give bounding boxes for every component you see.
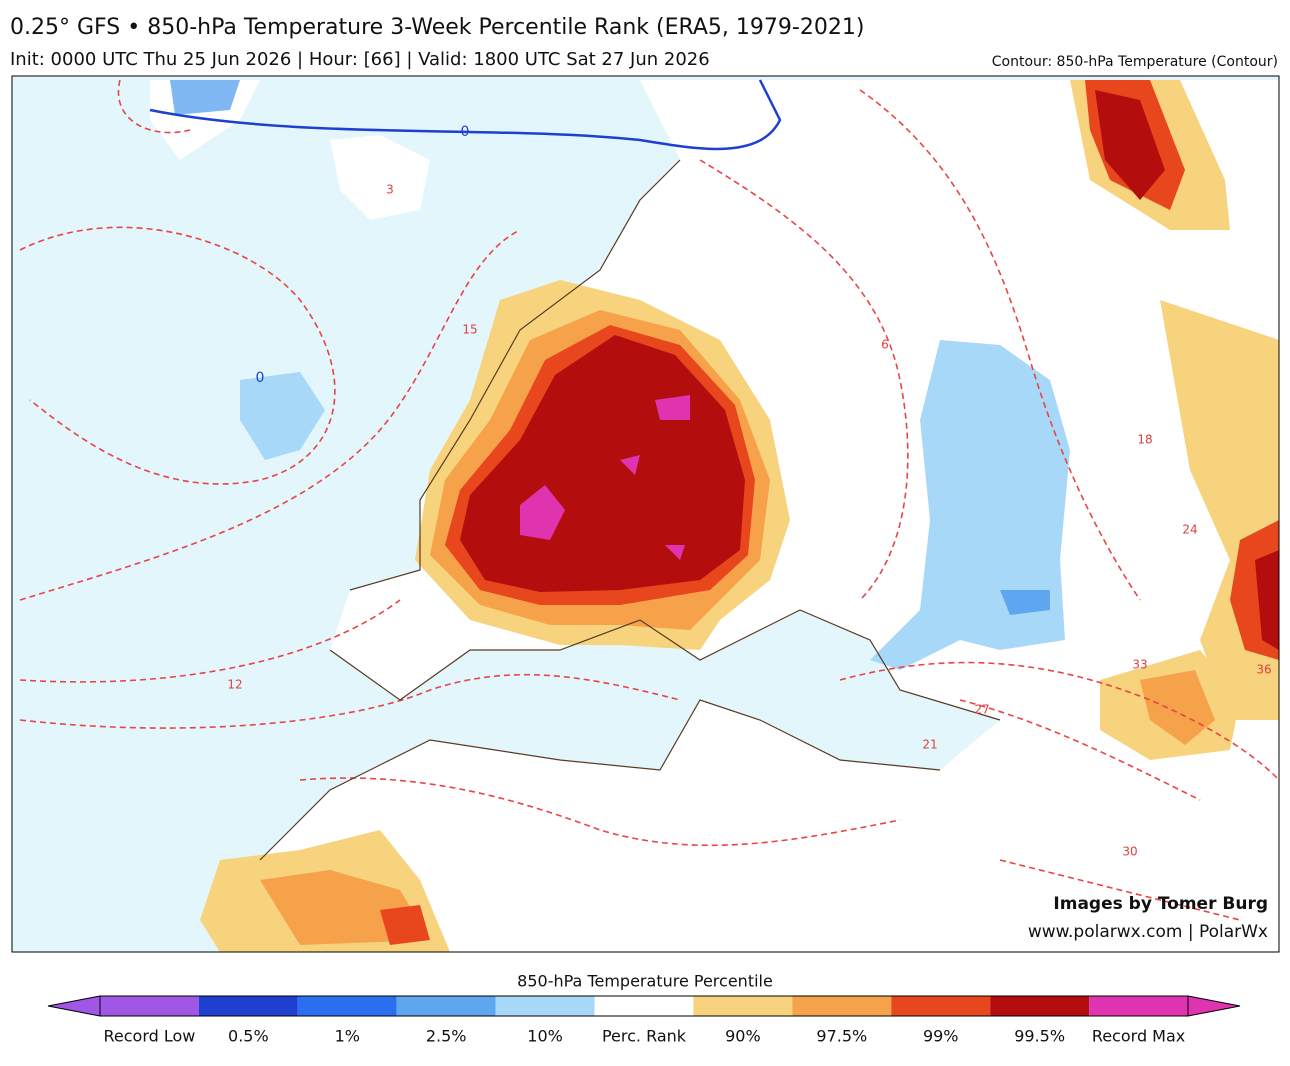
colorbar-cap	[47, 995, 101, 1017]
map-frame	[11, 75, 1280, 953]
credit: Images by Tomer Burg	[1053, 894, 1268, 914]
heat-area	[520, 395, 690, 560]
zero-contour	[149, 79, 782, 151]
cold-area	[1000, 590, 1050, 615]
colorbar-label: Perc. Rank	[602, 1027, 687, 1046]
colorbar-bin	[198, 996, 298, 1016]
colorbar-label: 99.5%	[1014, 1027, 1065, 1046]
contour-label: 3	[386, 183, 394, 197]
map: Images by Tomer Burg www.polarwx.com | P…	[12, 76, 1279, 952]
contour-label: 0	[461, 124, 470, 140]
contour-note: Contour: 850-hPa Temperature (Contour)	[992, 54, 1278, 70]
cold-area	[170, 80, 240, 115]
contour-label: 30	[1122, 845, 1137, 859]
coastline	[259, 159, 1001, 861]
colorbar-label: Record Low	[104, 1027, 196, 1046]
colorbar-bin	[594, 996, 694, 1016]
contour-label: 24	[1182, 523, 1197, 537]
contour	[999, 859, 1241, 921]
heat-area	[380, 905, 430, 945]
colorbar-label: Record Max	[1092, 1027, 1185, 1046]
iceland	[330, 135, 430, 220]
colorbar-bin	[1089, 996, 1188, 1016]
colorbar-bin	[990, 996, 1090, 1016]
cold-area	[870, 340, 1070, 670]
subtitle: Init: 0000 UTC Thu 25 Jun 2026 | Hour: […	[10, 49, 710, 70]
contour-label: 21	[922, 738, 937, 752]
contour-label: 33	[1132, 658, 1147, 672]
colorbar-label: 0.5%	[228, 1027, 269, 1046]
colorbar-label: 1%	[335, 1027, 360, 1046]
contour-label: 27	[974, 703, 989, 717]
colorbar-bin	[100, 996, 199, 1016]
contour	[959, 699, 1201, 801]
heat-area	[1095, 90, 1165, 200]
contour-label: 15	[462, 323, 477, 337]
contour-label: 36	[1256, 663, 1271, 677]
contour	[19, 226, 336, 485]
contour-label: 18	[1137, 433, 1152, 447]
contour	[19, 229, 521, 601]
colorbar-label: 97.5%	[816, 1027, 867, 1046]
contour-label: 0	[256, 370, 265, 386]
contour	[117, 79, 191, 134]
colorbar-bin	[297, 996, 397, 1016]
colorbar-label: 90%	[725, 1027, 761, 1046]
colorbar-label: 10%	[527, 1027, 563, 1046]
contour	[299, 777, 901, 847]
title: 0.25° GFS • 850-hPa Temperature 3-Week P…	[10, 15, 864, 40]
credit: www.polarwx.com | PolarWx	[1028, 922, 1268, 942]
colorbar-bin	[693, 996, 793, 1016]
cold-area	[240, 372, 325, 460]
colorbar-bin	[792, 996, 892, 1016]
heat-area	[1140, 670, 1215, 745]
contour-label: 12	[227, 678, 242, 692]
contour-label: 6	[881, 338, 889, 352]
colorbar-bin	[891, 996, 991, 1016]
contour	[19, 673, 681, 729]
colorbar-bin	[495, 996, 595, 1016]
colorbar-frame	[99, 995, 1189, 1017]
colorbar: Record Low 0.5% 1% 2.5% 10% Perc. Rank 90% 97.5…	[47, 995, 1241, 1046]
colorbar-bin	[396, 996, 496, 1016]
colorbar-label: 2.5%	[426, 1027, 467, 1046]
colorbar-cap	[1187, 995, 1241, 1017]
contour	[19, 599, 401, 683]
heat-area	[1255, 550, 1279, 650]
colorbar-title: 850-hPa Temperature Percentile	[517, 972, 773, 991]
colorbar-label: 99%	[923, 1027, 959, 1046]
contour	[859, 89, 1141, 601]
